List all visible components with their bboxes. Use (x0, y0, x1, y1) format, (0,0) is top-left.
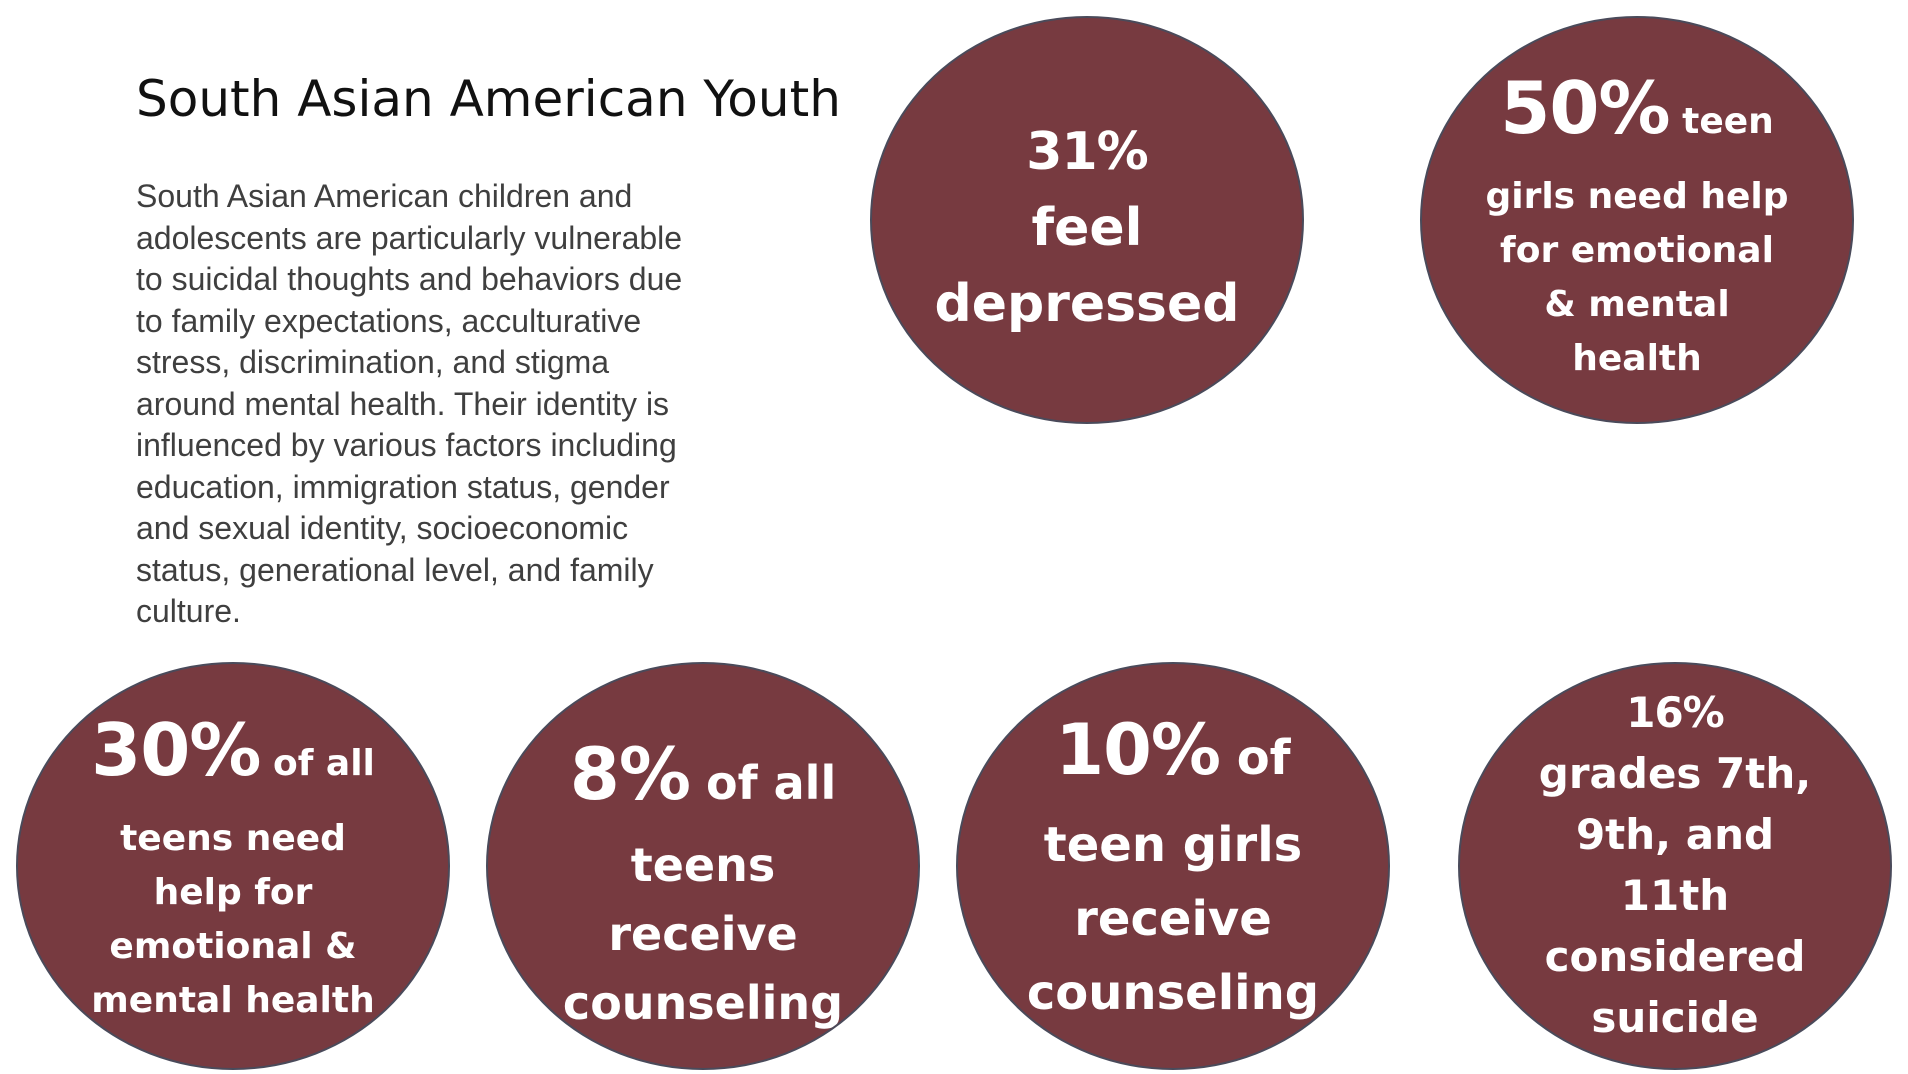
stat-circle-depressed: 31% feel depressed (870, 16, 1304, 424)
stat-line: for emotional (1500, 230, 1774, 271)
description-line: culture. (136, 593, 241, 629)
stat-line: receive (1074, 891, 1272, 947)
stat-line: help for (153, 872, 313, 913)
description-line: South Asian American children and (136, 178, 633, 214)
stat-line: & mental (1544, 284, 1730, 325)
description-line: influenced by various factors including (136, 427, 677, 463)
stat-circle-all-teens-need-help: 30% of all teens need help for emotional… (16, 662, 450, 1070)
stat-lead: of all (706, 756, 837, 810)
stat-line: emotional & (109, 926, 357, 967)
stat-line: 11th (1620, 871, 1730, 920)
stat-line: teen girls (1043, 817, 1303, 873)
description-line: stress, discrimination, and stigma (136, 344, 610, 380)
page-title: South Asian American Youth (136, 70, 841, 128)
stat-percent: 31% (1026, 122, 1148, 182)
description-line: to family expectations, acculturative (136, 302, 642, 339)
description-line: education, immigration status, gender (136, 468, 670, 505)
stat-circle-teen-girls-need-help: 50% teen girls need help for emotional &… (1420, 16, 1854, 424)
stat-circle-teen-girls-counseling: 10% of teen girls receive counseling (956, 662, 1390, 1070)
stat-headline: 8% of all (488, 726, 918, 831)
stat-line: 9th, and (1575, 810, 1775, 859)
stat-percent: 50% (1500, 66, 1670, 150)
stat-headline: 10% of (958, 700, 1388, 808)
description-paragraph: South Asian American children and adoles… (136, 176, 736, 633)
stat-line: counseling (1026, 965, 1320, 1021)
stat-percent: 8% (569, 732, 691, 816)
stat-lead: of (1236, 730, 1291, 786)
stat-percent: 10% (1055, 709, 1221, 791)
description-line: around mental health. Their identity is (136, 385, 670, 422)
stat-line: mental health (91, 980, 375, 1021)
description-line: to suicidal thoughts and behaviors due (136, 261, 683, 297)
stat-line: considered (1544, 932, 1806, 981)
stat-percent: 16% (1626, 688, 1725, 737)
stat-lead: of all (272, 743, 375, 784)
description-line: and sexual identity, socioeconomic (136, 510, 629, 546)
stat-line: receive (608, 907, 798, 961)
stat-headline: 30% of all (18, 702, 448, 812)
stat-percent: 30% (91, 708, 261, 792)
description-line: status, generational level, and family (136, 551, 654, 588)
stat-line: grades 7th, (1538, 749, 1812, 798)
stat-line: suicide (1591, 993, 1759, 1042)
stat-lead: teen (1682, 101, 1774, 142)
stat-circle-all-teens-counseling: 8% of all teens receive counseling (486, 662, 920, 1070)
stat-line: health (1572, 338, 1702, 379)
stat-line: depressed (934, 274, 1240, 334)
stat-line: teens (630, 838, 776, 892)
stat-line: teens need (120, 818, 346, 859)
stat-circle-considered-suicide: 16% grades 7th, 9th, and 11th considered… (1458, 662, 1892, 1070)
stat-headline: 50% teen (1422, 60, 1852, 170)
description-line: adolescents are particularly vulnerable (136, 219, 683, 256)
stat-line: feel (1031, 198, 1143, 258)
stat-line: counseling (562, 976, 844, 1030)
stat-line: girls need help (1485, 176, 1789, 217)
